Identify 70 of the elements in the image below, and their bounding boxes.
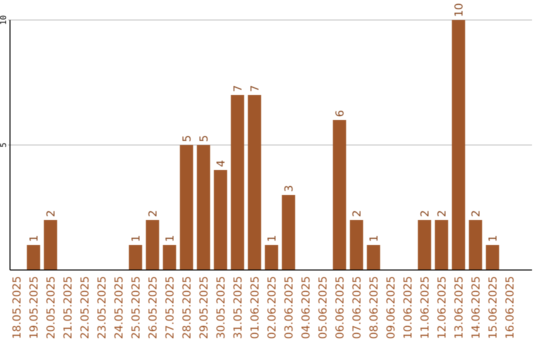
x-tick-label: 13.06.2025: [452, 276, 466, 339]
data-label: 4: [214, 160, 228, 167]
bar: [434, 220, 448, 270]
x-tick-label: 04.06.2025: [300, 276, 312, 339]
x-tick-label: 11.06.2025: [418, 276, 432, 339]
bar: [418, 220, 432, 270]
bar: [366, 245, 380, 270]
x-tick-label: 18.05.2025: [10, 276, 24, 339]
x-tick-label: 09.06.2025: [384, 276, 398, 339]
data-label: 1: [130, 235, 142, 242]
bar: [44, 220, 58, 270]
bar: [26, 245, 40, 270]
x-tick-label: 19.05.2025: [28, 276, 40, 339]
x-tick-label: 30.05.2025: [214, 276, 228, 339]
x-tick-label: 01.06.2025: [248, 276, 262, 339]
bar: [468, 220, 482, 270]
bar: [264, 245, 278, 270]
x-tick-label: 28.05.2025: [180, 276, 194, 339]
bar: [214, 170, 228, 270]
x-tick-label: 31.05.2025: [232, 276, 244, 339]
x-tick-label: 10.06.2025: [402, 276, 414, 339]
x-tick-label: 16.06.2025: [504, 276, 516, 339]
bar: [248, 95, 262, 270]
data-label: 2: [418, 210, 432, 217]
x-tick-label: 25.05.2025: [130, 276, 142, 339]
bar: [332, 120, 346, 270]
x-tick-label: 07.06.2025: [350, 276, 364, 339]
bar: [196, 145, 210, 270]
bar: [452, 20, 466, 270]
x-tick-label: 05.06.2025: [316, 276, 330, 339]
data-label: 1: [28, 235, 40, 242]
x-tick-label: 21.05.2025: [62, 276, 74, 339]
data-label: 2: [350, 210, 364, 217]
bar: [180, 145, 194, 270]
x-tick-label: 12.06.2025: [436, 276, 448, 339]
data-label: 7: [232, 85, 244, 92]
data-label: 5: [180, 135, 194, 142]
bar: [162, 245, 176, 270]
bar: [350, 220, 364, 270]
data-label: 10: [452, 3, 466, 17]
bar: [486, 245, 500, 270]
x-tick-label: 15.06.2025: [486, 276, 500, 339]
data-label: 1: [164, 235, 176, 242]
data-label: 1: [368, 235, 380, 242]
x-tick-label: 22.05.2025: [78, 276, 92, 339]
bar: [230, 95, 244, 270]
bar: [146, 220, 160, 270]
x-tick-label: 06.06.2025: [334, 276, 346, 339]
x-tick-label: 03.06.2025: [282, 276, 296, 339]
data-label: 2: [146, 210, 160, 217]
x-tick-label: 24.05.2025: [112, 276, 126, 339]
data-label: 1: [266, 235, 278, 242]
data-label: 5: [198, 135, 210, 142]
data-label: 6: [334, 110, 346, 117]
x-tick-label: 02.06.2025: [266, 276, 278, 339]
data-label: 2: [470, 210, 482, 217]
data-label: 7: [248, 85, 262, 92]
data-label: 1: [486, 235, 500, 242]
bar: [282, 195, 296, 270]
x-tick-label: 20.05.2025: [44, 276, 58, 339]
bar: [128, 245, 142, 270]
x-tick-label: 26.05.2025: [146, 276, 160, 339]
data-label: 3: [282, 185, 296, 192]
data-label: 2: [44, 210, 58, 217]
x-tick-label: 29.05.2025: [198, 276, 210, 339]
data-label: 2: [436, 210, 448, 217]
x-tick-label: 27.05.2025: [164, 276, 176, 339]
x-tick-label: 14.06.2025: [470, 276, 482, 339]
x-tick-label: 23.05.2025: [96, 276, 108, 339]
x-tick-label: 08.06.2025: [368, 276, 380, 339]
